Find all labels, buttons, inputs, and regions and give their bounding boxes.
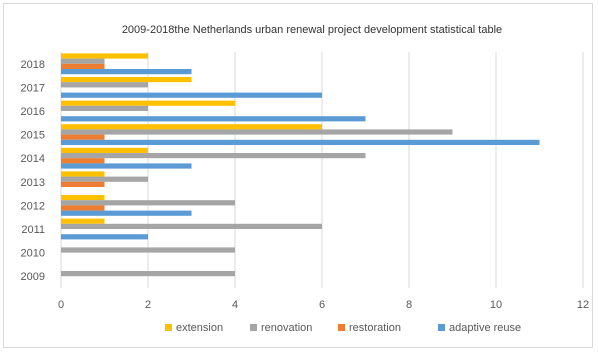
x-axis-ticks: 0 2 4 6 8 10 12 (58, 299, 589, 311)
bar-renovation-2017 (61, 82, 148, 88)
bar-adaptive-reuse-2015 (61, 139, 540, 145)
legend-swatch-renovation (250, 324, 257, 331)
grid-lines (60, 52, 584, 288)
bar-adaptive-reuse-2017 (61, 92, 322, 98)
legend-swatch-restoration (338, 324, 345, 331)
bar-renovation-2009 (61, 271, 235, 277)
y-axis-ticks: 2009 2010 2011 2012 2013 2014 2015 2016 2017 2018 (21, 59, 45, 283)
y-tick-label: 2014 (21, 153, 45, 165)
bar-extension-2015 (61, 124, 322, 130)
y-tick-label: 2018 (21, 59, 45, 71)
bar-extension-2016 (61, 100, 235, 106)
legend-swatch-adaptive-reuse (438, 324, 445, 331)
y-tick-label: 2015 (21, 130, 45, 142)
legend-label: adaptive reuse (449, 322, 521, 334)
chart-title: 2009-2018the Netherlands urban renewal p… (122, 24, 502, 36)
x-tick-label: 0 (58, 299, 64, 311)
x-tick-label: 8 (406, 299, 412, 311)
legend-label: extension (176, 322, 223, 334)
bar-restoration-2015 (61, 134, 105, 140)
bar-adaptive-reuse-2016 (61, 116, 366, 122)
bar-adaptive-reuse-2018 (61, 69, 192, 75)
x-tick-label: 10 (490, 299, 502, 311)
x-tick-label: 12 (577, 299, 589, 311)
y-tick-label: 2010 (21, 248, 45, 260)
bar-extension-2018 (61, 53, 148, 59)
bar-extension-2013 (61, 171, 105, 177)
bar-restoration-2013 (61, 181, 105, 187)
bar-adaptive-reuse-2011 (61, 234, 148, 240)
y-tick-label: 2016 (21, 106, 45, 118)
bar-extension-2011 (61, 218, 105, 224)
bar-extension-2012 (61, 195, 105, 201)
x-tick-label: 4 (232, 299, 238, 311)
legend-label: renovation (261, 322, 312, 334)
bar-renovation-2011 (61, 223, 322, 229)
bar-restoration-2014 (61, 158, 105, 164)
bar-renovation-2014 (61, 153, 366, 159)
x-tick-label: 2 (145, 299, 151, 311)
y-tick-label: 2009 (21, 271, 45, 283)
y-tick-label: 2017 (21, 82, 45, 94)
bar-restoration-2012 (61, 205, 105, 211)
bar-renovation-2013 (61, 176, 148, 182)
y-tick-label: 2011 (21, 224, 45, 236)
legend-swatch-extension (165, 324, 172, 331)
bar-renovation-2012 (61, 200, 235, 206)
bar-adaptive-reuse-2014 (61, 163, 192, 169)
bar-adaptive-reuse-2012 (61, 210, 192, 216)
bar-extension-2017 (61, 77, 192, 83)
bar-restoration-2018 (61, 63, 105, 69)
bar-renovation-2016 (61, 105, 148, 111)
bar-renovation-2010 (61, 247, 235, 253)
bar-extension-2014 (61, 147, 148, 153)
legend-label: restoration (349, 322, 401, 334)
y-tick-label: 2013 (21, 177, 45, 189)
x-tick-label: 6 (319, 299, 325, 311)
bar-renovation-2018 (61, 58, 105, 64)
y-tick-label: 2012 (21, 200, 45, 212)
bars (61, 53, 540, 277)
legend: extension renovation restoration adaptive r… (165, 322, 521, 334)
bar-renovation-2015 (61, 129, 453, 135)
